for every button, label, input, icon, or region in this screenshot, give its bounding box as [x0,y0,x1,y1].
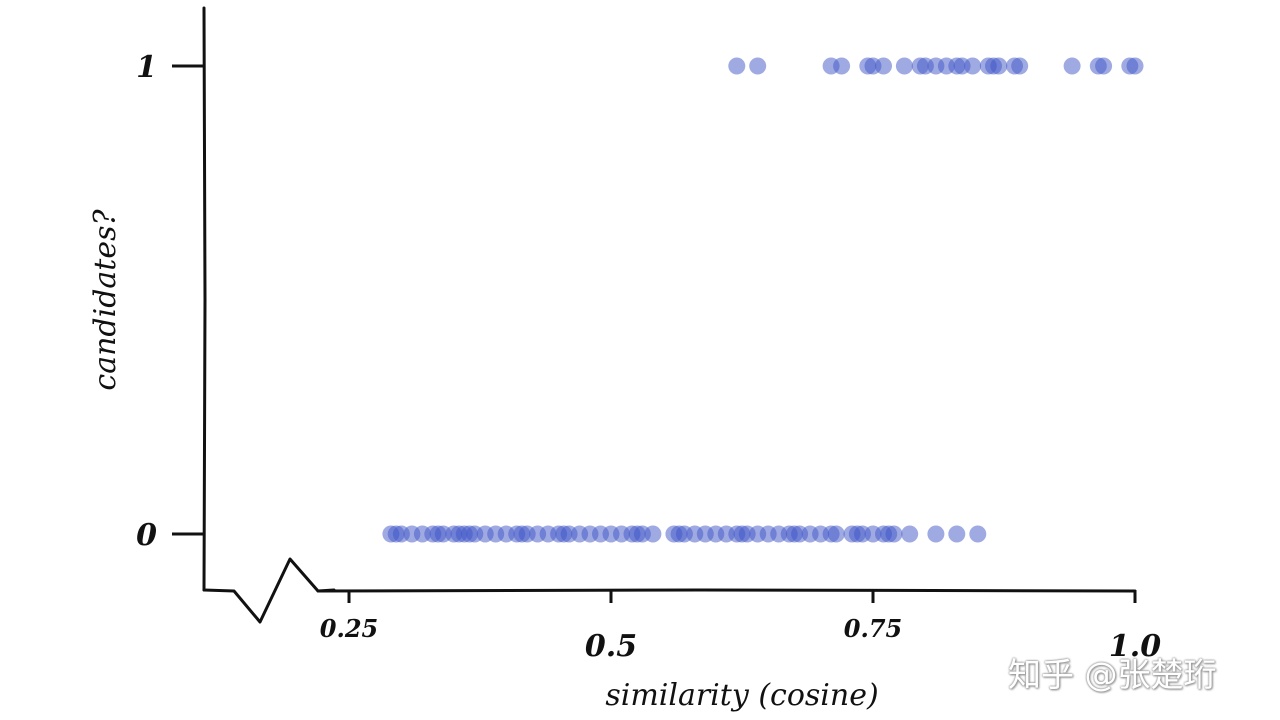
data-point [644,525,662,543]
data-point [990,57,1008,75]
data-point [875,57,892,75]
y-tick-label: 0 [136,518,157,553]
x-tick-label: 1.0 [1109,629,1161,664]
x-tick-label: 0.25 [320,614,378,643]
data-point [1095,57,1113,75]
data-point [901,525,919,543]
data-point [1011,57,1029,75]
x-tick-label: 0.75 [844,614,902,643]
points-layer [382,57,1144,543]
data-point [749,57,767,75]
data-point [927,525,945,543]
data-point [728,57,746,75]
data-point [833,57,851,75]
data-point [969,525,987,543]
x-axis-title: similarity (cosine) [605,678,878,713]
data-point [1063,57,1081,75]
y-axis-title: candidates? [88,208,123,390]
data-point [827,525,845,543]
y-tick-label: 1 [136,50,157,85]
data-point [885,525,903,543]
data-point [948,525,966,543]
x-axis-break [202,557,336,624]
x-tick-label: 0.5 [585,629,637,664]
data-point [895,57,913,75]
axes-layer [202,6,1137,624]
x-axis-line [316,588,1137,593]
y-axis-line [202,6,207,592]
ticks-layer: 0.25 0.5 0.75 1.0 0 1 [136,50,1161,664]
watermark: 知乎 @张楚珩 [1008,655,1217,694]
data-point [1126,57,1144,75]
data-point [964,57,982,75]
